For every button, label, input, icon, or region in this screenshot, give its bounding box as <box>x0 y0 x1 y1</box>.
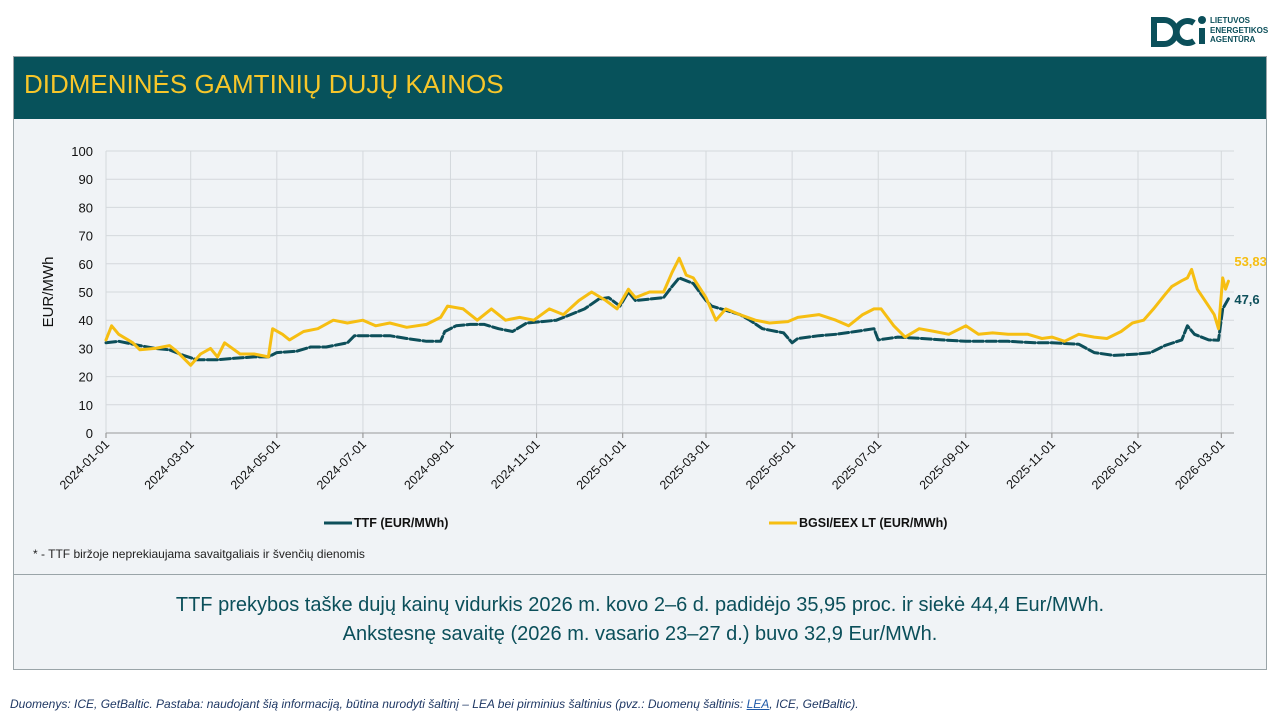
y-tick-label: 90 <box>79 172 93 187</box>
y-tick-label: 50 <box>79 285 93 300</box>
price-chart: 0 10 20 30 40 50 60 70 80 90 100 2024-01-01 2024-03-… <box>40 144 1266 530</box>
series-end-label: 47,6 <box>1234 292 1259 307</box>
y-tick-label: 30 <box>79 341 93 356</box>
y-tick-label: 20 <box>79 370 93 385</box>
y-tick-label: 70 <box>79 229 93 244</box>
chart-panel: DIDMENINĖS GAMTINIŲ DUJŲ KAINOS 0 10 20 30 4… <box>13 56 1267 670</box>
x-tick-label: 2025-01-01 <box>574 437 629 492</box>
y-tick-label: 40 <box>79 313 93 328</box>
footer-text-after: , ICE, GetBaltic). <box>769 697 859 711</box>
page-title: DIDMENINĖS GAMTINIŲ DUJŲ KAINOS <box>24 69 504 99</box>
footer-source: Duomenys: ICE, GetBaltic. Pastaba: naudo… <box>10 697 859 711</box>
summary-text: TTF prekybos taške dujų kainų vidurkis 2… <box>14 591 1266 649</box>
title-bar: DIDMENINĖS GAMTINIŲ DUJŲ KAINOS <box>14 57 1266 119</box>
summary-line-2: Ankstesnę savaitę (2026 m. vasario 23–27… <box>342 623 938 645</box>
legend-label: TTF (EUR/MWh) <box>354 516 448 530</box>
series-line-ttf <box>104 276 1230 362</box>
x-tick-label: 2025-05-01 <box>743 437 798 492</box>
x-tick-label: 2024-03-01 <box>142 437 197 492</box>
x-tick-label: 2025-11-01 <box>1004 437 1058 491</box>
divider <box>14 574 1266 575</box>
x-tick-label: 2024-09-01 <box>401 437 456 492</box>
x-tick-label: 2024-11-01 <box>488 437 542 491</box>
logo-text: LIETUVOS ENERGETIKOS AGENTŪRA <box>1210 16 1269 44</box>
x-tick-label: 2025-07-01 <box>829 437 884 492</box>
summary-line-1: TTF prekybos taške dujų kainų vidurkis 2… <box>175 594 1105 616</box>
x-tick-label: 2024-01-01 <box>57 437 112 492</box>
y-tick-label: 0 <box>86 426 93 441</box>
footer-text-before: Duomenys: ICE, GetBaltic. Pastaba: naudo… <box>10 697 747 711</box>
y-axis-title: EUR/MWh <box>40 257 57 328</box>
x-tick-label: 2025-03-01 <box>657 437 712 492</box>
y-tick-label: 100 <box>71 144 93 159</box>
series-end-label: 53,83 <box>1234 254 1266 269</box>
y-tick-label: 10 <box>79 398 93 413</box>
lea-logo-mark <box>1151 16 1206 47</box>
x-tick-label: 2024-07-01 <box>314 437 369 492</box>
footer-lea-link[interactable]: LEA <box>746 697 770 711</box>
y-tick-label: 60 <box>79 257 93 272</box>
x-tick-label: 2026-01-01 <box>1089 437 1144 492</box>
lea-logo: LIETUVOS ENERGETIKOS AGENTŪRA <box>1150 14 1275 54</box>
x-tick-label: 2026-03-01 <box>1172 437 1227 492</box>
y-tick-label: 80 <box>79 200 93 215</box>
x-tick-label: 2024-05-01 <box>228 437 283 492</box>
chart-note: * - TTF biržoje neprekiaujama savaitgali… <box>33 547 365 561</box>
x-tick-label: 2025-09-01 <box>917 437 972 492</box>
series-line-bgsi <box>104 256 1230 367</box>
legend-label: BGSI/EEX LT (EUR/MWh) <box>799 516 947 530</box>
